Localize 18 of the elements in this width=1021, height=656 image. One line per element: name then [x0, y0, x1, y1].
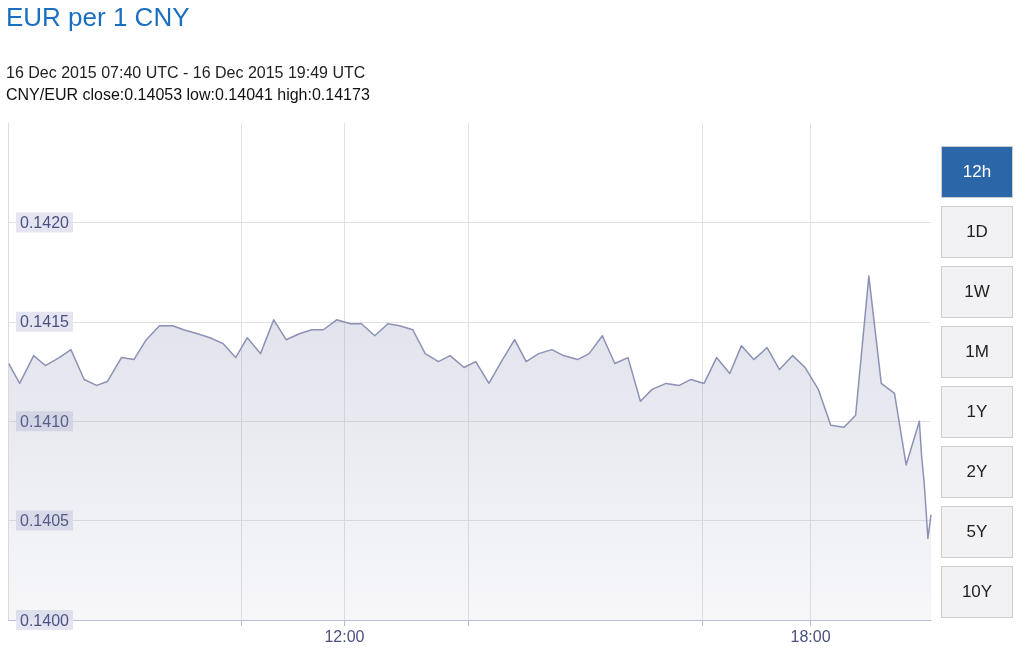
x-tick-label: 12:00	[324, 627, 365, 645]
x-tick-label: 18:00	[790, 627, 831, 645]
text: 12h	[941, 146, 1013, 198]
y-tick-label: 0.1410	[20, 412, 70, 430]
text: CNY/EUR close:0.14053 low:0.14041 high:0.14173	[6, 86, 370, 104]
y-tick-label: 0.1420	[20, 213, 70, 231]
y-tick-label: 0.1405	[20, 512, 70, 530]
y-tick-label: 0.1400	[20, 611, 70, 629]
y-tick-label: 0.1415	[20, 313, 70, 331]
chart-title: EUR per 1 CNY	[6, 2, 190, 33]
text: 1W	[941, 266, 1013, 318]
text: 1Y	[941, 386, 1013, 438]
chart-subtitle: 16 Dec 2015 07:40 UTC - 16 Dec 2015 19:49 UTC	[6, 64, 366, 82]
text: 1M	[941, 326, 1013, 378]
text: 5Y	[941, 506, 1013, 558]
text: 10Y	[941, 566, 1013, 618]
text: 2Y	[941, 446, 1013, 498]
text: 1D	[941, 206, 1013, 258]
